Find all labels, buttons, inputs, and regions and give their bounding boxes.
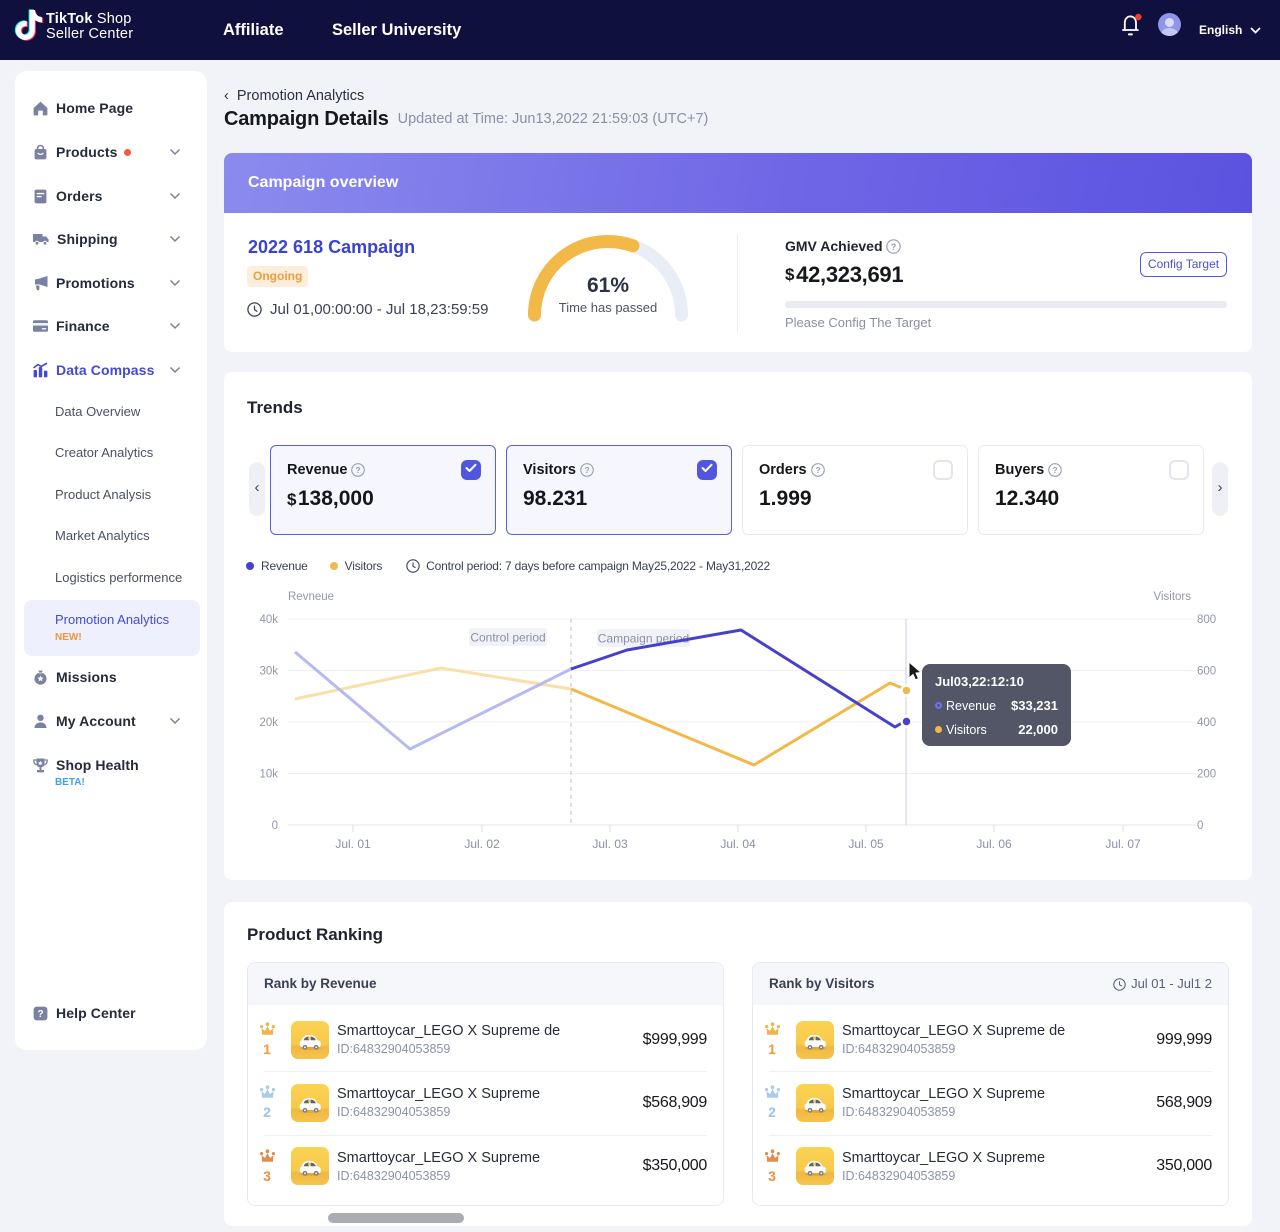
svg-text:Jul. 05: Jul. 05 [848, 837, 884, 851]
svg-text:Jul. 02: Jul. 02 [464, 837, 500, 851]
svg-text:40k: 40k [259, 614, 278, 626]
svg-text:?: ? [37, 1009, 43, 1020]
svg-text:?: ? [891, 241, 897, 251]
svg-text:600: 600 [1197, 666, 1216, 678]
svg-text:20k: 20k [259, 717, 278, 729]
svg-text:400: 400 [1197, 717, 1216, 729]
svg-text:Revneue: Revneue [288, 591, 334, 603]
svg-text:?: ? [1053, 465, 1058, 475]
svg-text:Jul. 04: Jul. 04 [720, 837, 756, 851]
svg-text:Control period: Control period [470, 631, 545, 645]
svg-text:Visitors: Visitors [1154, 591, 1192, 603]
svg-text:?: ? [356, 465, 361, 475]
svg-text:Jul. 06: Jul. 06 [976, 837, 1012, 851]
svg-text:10k: 10k [259, 769, 278, 781]
svg-text:?: ? [815, 465, 820, 475]
svg-text:Jul. 03: Jul. 03 [592, 837, 628, 851]
svg-text:?: ? [584, 465, 589, 475]
svg-text:Campaign period: Campaign period [598, 632, 689, 646]
svg-text:0: 0 [272, 820, 278, 832]
svg-text:30k: 30k [259, 666, 278, 678]
svg-text:Jul. 07: Jul. 07 [1105, 837, 1141, 851]
svg-text:800: 800 [1197, 614, 1216, 626]
svg-text:200: 200 [1197, 769, 1216, 781]
svg-text:Jul. 01: Jul. 01 [335, 837, 371, 851]
svg-text:0: 0 [1197, 820, 1203, 832]
